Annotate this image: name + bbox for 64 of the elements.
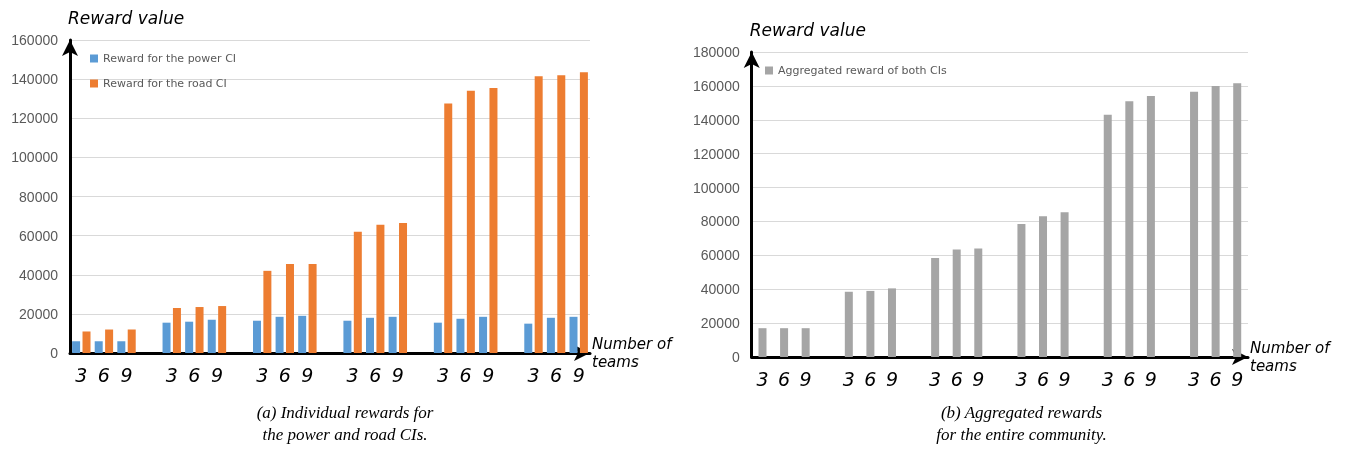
- x-tick-label: 6: [188, 363, 201, 386]
- y-tick-label: 180000: [693, 44, 740, 60]
- y-tick-label: 40000: [700, 281, 740, 298]
- legend-label: Reward for the power CI: [103, 52, 237, 65]
- y-tick-label: 60000: [19, 227, 59, 244]
- y-tick-label: 120000: [11, 110, 59, 127]
- x-tick-label: 3: [165, 363, 178, 386]
- x-tick-label: 9: [799, 367, 812, 390]
- x-tick-label: 9: [1231, 367, 1244, 390]
- x-tick-label: 6: [369, 363, 382, 386]
- y-tick-label: 100000: [693, 179, 740, 196]
- y-tick-label: 100000: [11, 149, 59, 166]
- x-tick-label: 3: [437, 363, 450, 386]
- x-tick-label: 9: [391, 363, 404, 386]
- x-tick-label: 6: [1209, 367, 1222, 390]
- y-tick-label: 160000: [11, 32, 59, 48]
- y-axis-title: Reward value: [749, 19, 866, 40]
- y-axis-title: Reward value: [68, 7, 185, 28]
- y-tick-label: 80000: [19, 188, 59, 205]
- x-tick-label: 9: [972, 367, 985, 390]
- x-tick-label: 9: [482, 363, 495, 386]
- x-tick-label: 6: [550, 363, 563, 386]
- x-tick-label: 3: [756, 367, 769, 390]
- legend-label: Aggregated reward of both CIs: [778, 64, 947, 77]
- x-tick-label: 9: [210, 363, 223, 386]
- x-tick-label: 9: [1058, 367, 1071, 390]
- y-tick-label: 160000: [693, 77, 740, 94]
- x-tick-label: 6: [1036, 367, 1050, 390]
- x-tick-label: 9: [1144, 367, 1157, 390]
- y-tick-label: 80000: [700, 213, 740, 230]
- x-tick-label: 9: [885, 367, 899, 390]
- text: (b) Aggregated rewards for the entire community.: [936, 402, 1107, 444]
- y-tick-label: 140000: [693, 111, 740, 128]
- x-tick-label: 6: [778, 367, 791, 390]
- x-tick-label: 3: [346, 363, 359, 386]
- x-tick-label: 6: [278, 363, 291, 386]
- y-tick-label: 60000: [700, 247, 740, 264]
- y-tick-label: 0: [731, 349, 740, 365]
- x-tick-label: 6: [950, 367, 963, 390]
- y-tick-label: 20000: [700, 315, 740, 332]
- x-tick-label: 3: [75, 363, 88, 386]
- text: (a) Individual rewards for the power and road CIs.: [256, 402, 434, 444]
- x-tick-label: 3: [527, 363, 540, 386]
- x-tick-label: 3: [842, 367, 855, 390]
- y-tick-label: 40000: [19, 266, 59, 283]
- x-tick-label: 9: [572, 363, 585, 386]
- y-tick-label: 0: [50, 345, 59, 361]
- x-tick-label: 3: [929, 367, 942, 390]
- legend-label: Reward for the road CI: [103, 77, 227, 90]
- x-axis-title: Number of teams: [1250, 339, 1333, 375]
- x-tick-label: 3: [1015, 367, 1028, 390]
- y-tick-label: 20000: [19, 305, 59, 322]
- x-tick-label: 9: [301, 363, 314, 386]
- x-tick-label: 3: [1188, 367, 1201, 390]
- x-tick-label: 6: [864, 367, 877, 390]
- x-tick-label: 6: [97, 363, 110, 386]
- y-tick-label: 120000: [693, 145, 740, 162]
- x-tick-label: 3: [1101, 367, 1114, 390]
- x-tick-label: 6: [459, 363, 472, 386]
- x-tick-label: 6: [1123, 367, 1136, 390]
- x-tick-label: 9: [120, 363, 133, 386]
- x-tick-label: 3: [256, 363, 269, 386]
- x-axis-title: Number of teams: [592, 335, 675, 371]
- y-tick-label: 140000: [11, 71, 59, 88]
